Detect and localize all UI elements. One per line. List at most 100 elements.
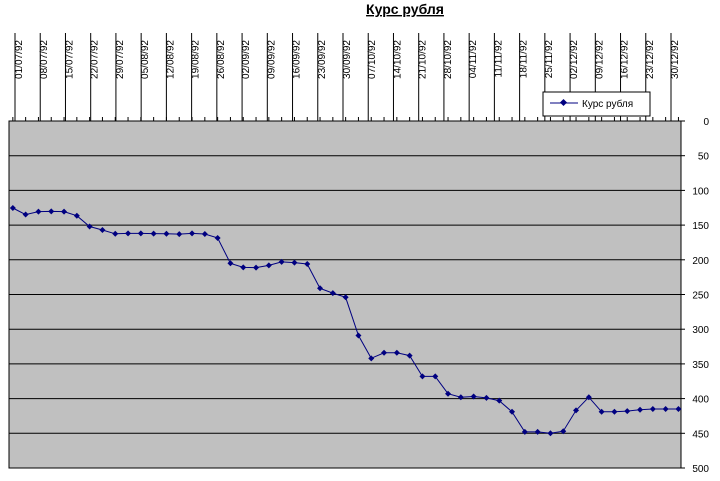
- x-tick-label: 30/09/92: [342, 40, 353, 79]
- data-point: [675, 406, 682, 413]
- data-point: [368, 355, 375, 362]
- x-tick-label: 26/08/92: [216, 40, 227, 79]
- data-point: [585, 394, 592, 401]
- y-tick-label: 250: [692, 291, 709, 302]
- data-point: [265, 262, 272, 269]
- x-tick-label: 08/07/92: [39, 40, 50, 79]
- x-tick-label: 11/11/92: [493, 40, 504, 78]
- x-tick-label: 12/08/92: [165, 40, 176, 79]
- x-tick-label: 29/07/92: [115, 40, 126, 79]
- data-point: [509, 408, 516, 415]
- data-point: [406, 352, 413, 359]
- data-point: [176, 231, 183, 238]
- x-tick-label: 18/11/92: [519, 40, 530, 79]
- x-axis-ticks: 01/07/92 08/07/92 15/07/92 22/07/92 29/07/92…: [12, 33, 681, 121]
- data-point: [317, 285, 324, 292]
- data-point: [393, 349, 400, 356]
- data-point: [470, 393, 477, 400]
- y-tick-label: 300: [692, 325, 709, 336]
- data-point: [61, 208, 68, 215]
- x-tick-label: 22/07/92: [90, 40, 101, 79]
- x-tick-label: 30/12/92: [670, 40, 681, 79]
- data-point: [22, 211, 29, 218]
- data-point: [534, 428, 541, 435]
- y-tick-label: 50: [698, 152, 710, 163]
- data-point: [112, 230, 119, 237]
- y-tick-label: 100: [692, 186, 709, 197]
- x-tick-label: 19/08/92: [191, 40, 202, 79]
- data-point: [227, 260, 234, 267]
- data-point: [611, 408, 618, 415]
- x-tick-label: 16/09/92: [292, 40, 303, 79]
- x-tick-label: 21/10/92: [418, 40, 429, 79]
- data-point: [73, 212, 80, 219]
- data-point: [137, 230, 144, 237]
- x-tick-label: 14/10/92: [392, 40, 403, 79]
- x-tick-label: 04/11/92: [468, 40, 479, 79]
- x-tick-label: 28/10/92: [443, 40, 454, 79]
- data-point: [432, 373, 439, 380]
- data-point: [125, 230, 132, 237]
- data-point: [291, 259, 298, 266]
- data-point: [521, 428, 528, 435]
- x-tick-label: 23/09/92: [317, 40, 328, 79]
- data-point: [624, 408, 631, 415]
- legend-label: Курс рубля: [582, 98, 633, 110]
- data-point: [150, 230, 157, 237]
- legend-box: [542, 91, 651, 117]
- data-point: [598, 408, 605, 415]
- x-tick-label: 09/12/92: [594, 40, 605, 79]
- data-point: [304, 260, 311, 267]
- y-tick-label: 150: [692, 221, 709, 232]
- data-point: [278, 258, 285, 265]
- y-tick-label: 500: [692, 464, 709, 475]
- y-tick-label: 200: [692, 256, 709, 267]
- data-point: [201, 230, 208, 237]
- data-point: [381, 349, 388, 356]
- legend-marker: [559, 98, 568, 107]
- data-point: [560, 428, 567, 435]
- data-point: [214, 234, 221, 241]
- data-point: [483, 394, 490, 401]
- data-point: [99, 226, 106, 233]
- data-point: [547, 430, 554, 437]
- x-tick-label: 01/07/92: [14, 40, 25, 79]
- x-tick-label: 02/12/92: [569, 40, 580, 79]
- data-point: [342, 294, 349, 301]
- x-tick-label: 15/07/92: [64, 40, 75, 79]
- y-tick-label: 400: [692, 395, 709, 406]
- y-axis: 0 50 100 150 200 250 300 350 400 450 500: [680, 117, 710, 475]
- data-point: [329, 290, 336, 297]
- gridlines: [9, 155, 681, 434]
- data-point: [189, 230, 196, 237]
- data-point: [35, 208, 42, 215]
- data-point: [445, 390, 452, 397]
- x-tick-label: 16/12/92: [620, 40, 631, 79]
- data-point: [253, 264, 260, 271]
- y-tick-label: 450: [692, 429, 709, 440]
- series-kurs-rublya: [9, 204, 682, 437]
- y-tick-label: 0: [703, 117, 709, 128]
- x-tick-label: 25/11/92: [544, 40, 555, 79]
- x-tick-label: 09/09/92: [266, 40, 277, 79]
- data-point: [48, 208, 55, 215]
- x-tick-label: 07/10/92: [367, 40, 378, 79]
- data-point: [419, 373, 426, 380]
- x-tick-label: 05/08/92: [140, 40, 151, 79]
- data-point: [9, 204, 16, 211]
- x-tick-label: 23/12/92: [645, 40, 656, 79]
- data-point: [457, 394, 464, 401]
- data-point: [240, 264, 247, 271]
- data-point: [86, 223, 93, 230]
- data-point: [662, 406, 669, 413]
- y-tick-label: 350: [692, 360, 709, 371]
- data-point: [649, 406, 656, 413]
- data-point: [163, 230, 170, 237]
- data-point: [573, 407, 580, 414]
- legend: Курс рубля: [542, 91, 651, 117]
- data-point: [355, 332, 362, 339]
- chart-title: Курс рубля: [366, 1, 444, 17]
- data-point: [496, 397, 503, 404]
- data-point: [637, 406, 644, 413]
